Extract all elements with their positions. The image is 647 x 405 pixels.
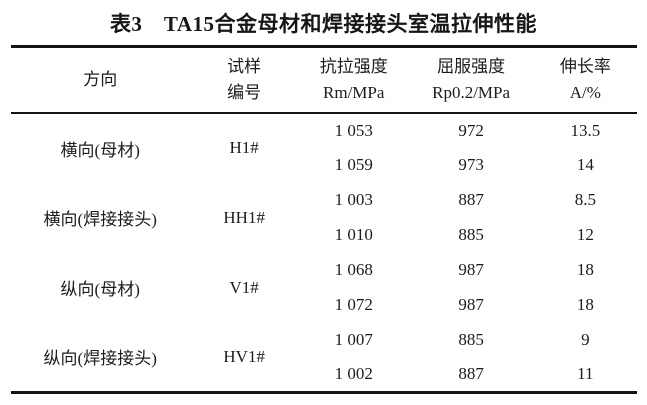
elongation-value: 18 — [576, 260, 594, 279]
rp-value: 885 — [458, 330, 484, 349]
table-row: 横向(母材) H1# 1 053 972 13.5 — [11, 113, 637, 160]
elongation-value: 18 — [576, 295, 594, 314]
rm-value: 1 003 — [334, 190, 373, 209]
specimen-cell: HV1# — [223, 346, 265, 366]
rm-value: 1 059 — [334, 155, 373, 174]
table-row: 横向(焊接接头) HH1# 1 003 887 8.5 — [11, 183, 637, 229]
rp-value: 973 — [458, 155, 484, 174]
rp-value: 972 — [458, 120, 484, 140]
table-row: 1 010 885 12 — [11, 218, 637, 253]
rm-value: 1 072 — [334, 295, 373, 314]
rp-value: 987 — [458, 295, 484, 314]
col-header-direction-label: 方向 — [83, 69, 118, 89]
specimen-cell: H1# — [229, 138, 259, 157]
rm-value: 1 010 — [334, 225, 373, 244]
table-row: 1 072 987 18 — [11, 288, 637, 323]
rp-value: 885 — [458, 225, 484, 244]
elongation-value: 12 — [576, 225, 594, 244]
elongation-value: 9 — [581, 330, 590, 349]
direction-cell: 横向(母材) — [60, 140, 140, 160]
col-header-specimen: 试样 编号 — [189, 46, 299, 114]
table-caption: 表3 TA15合金母材和焊接接头室温拉伸性能 — [109, 12, 538, 36]
rm-value: 1 053 — [334, 120, 373, 140]
tensile-properties-table: 方向 试样 编号 抗拉强度 Rm/MPa 屈服强度 Rp0.2/MPa 伸长率 … — [11, 45, 637, 394]
header-row: 方向 试样 编号 抗拉强度 Rm/MPa 屈服强度 Rp0.2/MPa 伸长率 … — [11, 46, 637, 114]
specimen-cell: V1# — [229, 277, 259, 297]
rm-value: 1 068 — [334, 260, 373, 279]
col-header-tensile-strength: 抗拉强度 Rm/MPa — [298, 46, 409, 114]
elongation-value: 11 — [577, 364, 594, 384]
col-header-elongation: 伸长率 A/% — [533, 46, 637, 114]
table-row: 纵向(焊接接头) HV1# 1 007 885 9 — [11, 323, 637, 368]
elongation-value: 14 — [576, 155, 594, 174]
elongation-value: 8.5 — [574, 190, 596, 209]
table-row: 1 002 887 11 — [11, 358, 637, 393]
direction-cell: 横向(焊接接头) — [43, 210, 157, 229]
rp-value: 887 — [458, 364, 484, 384]
elongation-value: 13.5 — [570, 120, 601, 140]
rp-value: 987 — [458, 260, 484, 279]
direction-cell: 纵向(焊接接头) — [43, 349, 157, 369]
rm-value: 1 002 — [334, 364, 373, 384]
rm-value: 1 007 — [334, 330, 373, 349]
rp-value: 887 — [458, 190, 484, 209]
col-header-direction: 方向 — [11, 46, 190, 114]
table-row: 纵向(母材) V1# 1 068 987 18 — [11, 253, 637, 299]
col-header-yield-strength: 屈服强度 Rp0.2/MPa — [408, 46, 534, 114]
specimen-cell: HH1# — [223, 207, 265, 227]
direction-cell: 纵向(母材) — [60, 280, 140, 299]
table-row: 1 059 973 14 — [11, 148, 637, 183]
